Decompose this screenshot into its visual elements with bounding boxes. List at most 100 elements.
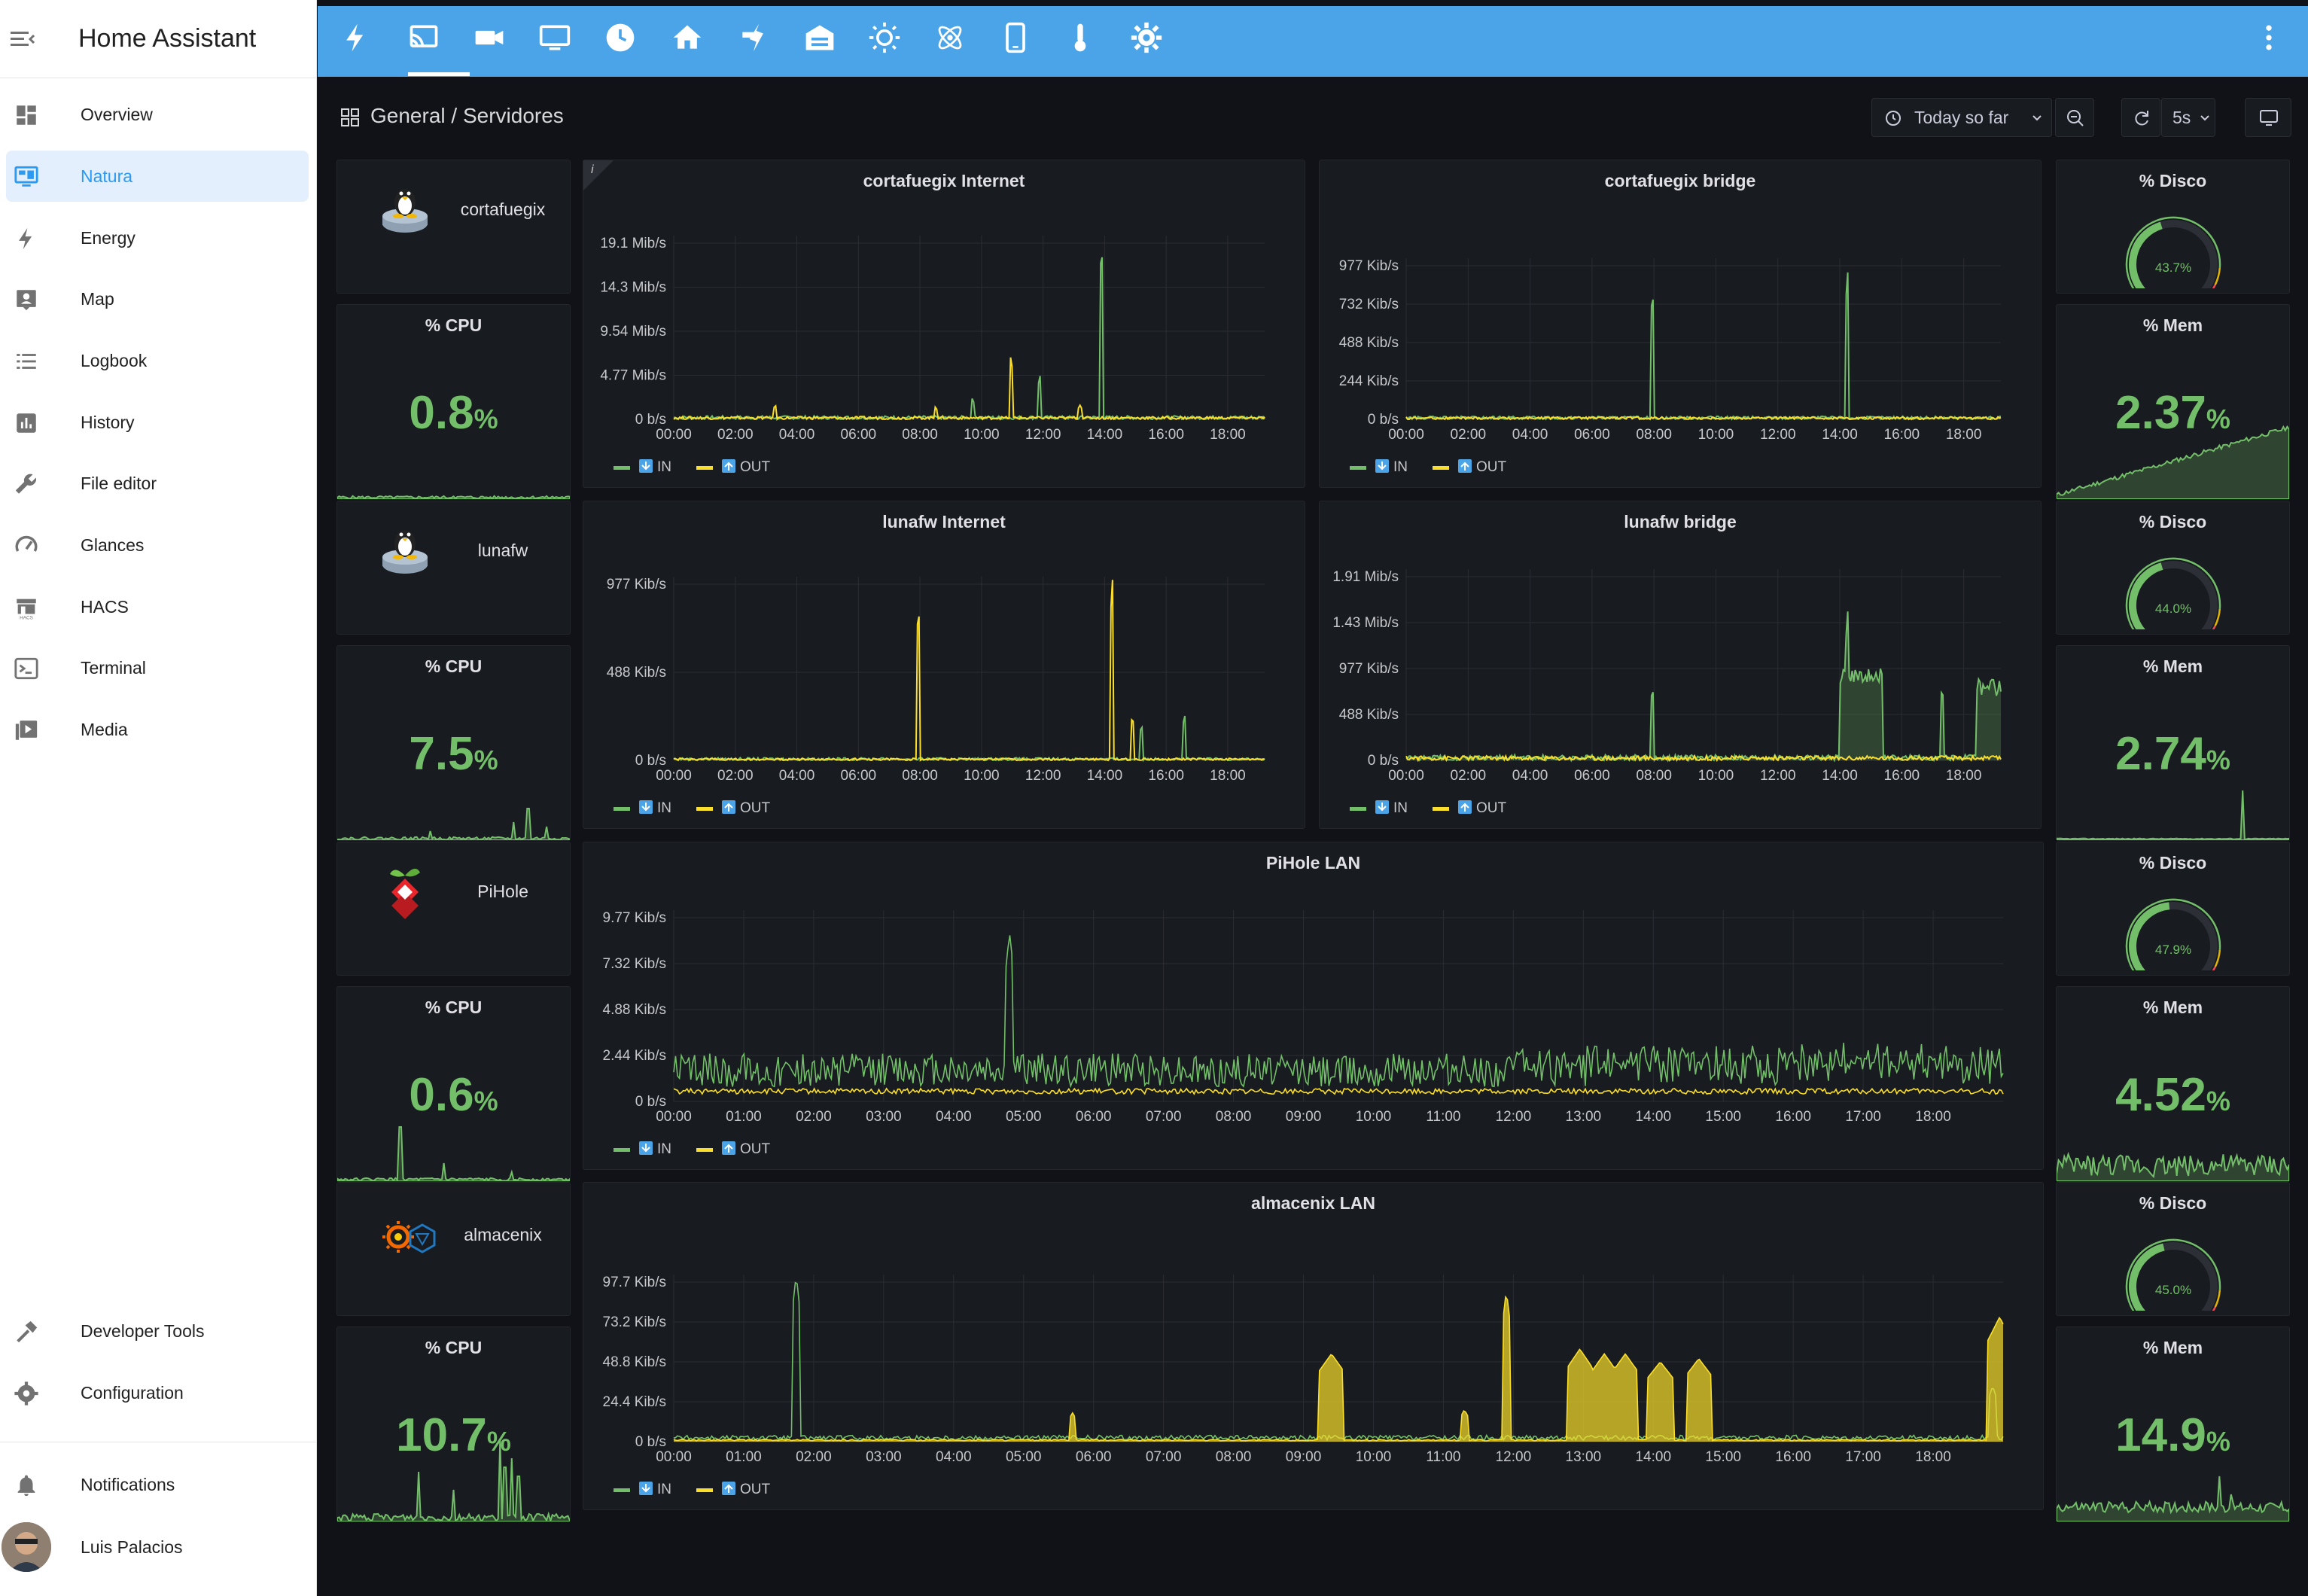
- hacs-store-icon: HACS: [17, 598, 36, 620]
- tux-icon: [382, 189, 428, 233]
- x-tick-label: 12:00: [1496, 1449, 1532, 1465]
- sidebar-item-history[interactable]: History: [0, 397, 317, 448]
- sidebar-item-glances[interactable]: Glances: [0, 519, 317, 571]
- sidebar-item-label: Logbook: [81, 351, 148, 370]
- sidebar-item-logbook[interactable]: Logbook: [0, 335, 317, 386]
- memory-panel: % Mem 14.9%: [2056, 1326, 2290, 1522]
- x-tick-label: 07:00: [1146, 1449, 1182, 1465]
- lightning-icon[interactable]: [340, 21, 373, 54]
- thermometer-icon[interactable]: [1064, 21, 1097, 54]
- sidebar-item-configuration[interactable]: Configuration: [0, 1367, 317, 1418]
- sidebar-item-media[interactable]: Media: [0, 704, 317, 755]
- y-tick-label: 488 Kib/s: [1339, 335, 1399, 351]
- series-line-out: [673, 580, 1265, 762]
- x-tick-label: 16:00: [1148, 768, 1184, 784]
- x-tick-label: 04:00: [1512, 768, 1548, 784]
- refresh-interval-picker[interactable]: 5s: [2161, 98, 2215, 137]
- legend-swatch-out: [696, 1488, 713, 1492]
- y-tick-label: 488 Kib/s: [1339, 707, 1399, 723]
- phone-icon[interactable]: [999, 21, 1032, 54]
- host-panel: cortafuegix: [336, 160, 571, 294]
- cpu-value: 0.8%: [337, 386, 570, 440]
- sidebar-item-terminal[interactable]: Terminal: [0, 642, 317, 693]
- sidebar-item-map[interactable]: Map: [0, 273, 317, 324]
- legend-label-in[interactable]: IN: [1393, 800, 1408, 816]
- grafana-dashboard: General / Servidores Today so far 5s cor…: [318, 77, 2308, 1596]
- clock-icon[interactable]: [604, 21, 637, 54]
- sidebar-item-notifications[interactable]: Notifications: [0, 1459, 317, 1510]
- menu-collapse-icon[interactable]: [11, 30, 35, 48]
- legend-label-out[interactable]: OUT: [740, 1141, 771, 1157]
- garage-icon[interactable]: [803, 21, 836, 54]
- x-tick-label: 18:00: [1946, 427, 1982, 443]
- x-tick-label: 14:00: [1822, 427, 1858, 443]
- y-tick-label: 7.32 Kib/s: [603, 956, 667, 972]
- view-tabs-bar: [318, 6, 2308, 77]
- x-tick-label: 18:00: [1210, 427, 1246, 443]
- cpu-number: 0.6: [409, 1069, 474, 1121]
- legend-label-in[interactable]: IN: [1393, 459, 1408, 475]
- arrow-up-icon: [1458, 459, 1472, 473]
- cpu-sparkline: [337, 495, 570, 499]
- disk-gauge: 47.9%: [2125, 898, 2221, 970]
- legend-swatch-in: [614, 466, 630, 470]
- user-name[interactable]: Luis Palacios: [81, 1537, 183, 1557]
- x-tick-label: 02:00: [1451, 427, 1487, 443]
- disk-gauge-panel: % Disco 44.0%: [2056, 501, 2290, 635]
- zoom-out-button[interactable]: [2055, 98, 2094, 137]
- memory-value: 4.52%: [2057, 1068, 2289, 1122]
- sidebar-item-label: Natura: [81, 166, 133, 186]
- legend-label-in[interactable]: IN: [657, 800, 671, 816]
- arrow-down-icon: [639, 459, 653, 473]
- camera-icon[interactable]: [473, 21, 506, 54]
- legend-label-out[interactable]: OUT: [1476, 459, 1507, 475]
- legend-label-out[interactable]: OUT: [740, 1482, 771, 1497]
- legend-label-out[interactable]: OUT: [740, 800, 771, 816]
- tv-mode-button[interactable]: [2245, 98, 2291, 137]
- sidebar-item-energy[interactable]: Energy: [0, 212, 317, 263]
- monitor-icon[interactable]: [538, 21, 571, 54]
- avatar[interactable]: [2, 1522, 51, 1572]
- chart-svg: 0 b/s 24.4 Kib/s 48.8 Kib/s 73.2 Kib/s 97.7 …: [603, 1275, 2004, 1497]
- sidebar-item-natura[interactable]: Natura: [6, 151, 309, 202]
- speedometer-icon: [15, 535, 38, 552]
- breadcrumb[interactable]: General / Servidores: [340, 104, 564, 128]
- chart-panel: cortafuegix bridge 0 b/s 244 Kib/s 488 Kib/…: [1319, 160, 2042, 488]
- gear-sun-icon[interactable]: [1130, 21, 1163, 54]
- sidebar-item-developer-tools[interactable]: Developer Tools: [0, 1305, 317, 1357]
- info-corner[interactable]: [583, 160, 614, 190]
- breadcrumb-folder[interactable]: General: [370, 104, 446, 127]
- panel-title: % Mem: [2142, 315, 2203, 335]
- y-tick-label: 2.44 Kib/s: [603, 1048, 667, 1064]
- cast-icon[interactable]: [407, 21, 440, 54]
- more-vertical-icon[interactable]: [2252, 21, 2285, 54]
- home-icon[interactable]: [671, 21, 704, 54]
- refresh-button[interactable]: [2121, 98, 2160, 137]
- sun-icon[interactable]: [868, 21, 901, 54]
- y-tick-label: 14.3 Mib/s: [600, 280, 666, 296]
- x-tick-label: 10:00: [1698, 768, 1734, 784]
- x-tick-label: 02:00: [717, 427, 754, 443]
- legend-label-out[interactable]: OUT: [740, 459, 771, 475]
- y-tick-label: 19.1 Mib/s: [600, 236, 666, 251]
- page-title: Servidores: [462, 104, 564, 127]
- y-tick-label: 0 b/s: [635, 412, 666, 428]
- y-tick-label: 9.77 Kib/s: [603, 910, 667, 926]
- x-tick-label: 06:00: [841, 768, 877, 784]
- sidebar-item-overview[interactable]: Overview: [0, 89, 317, 140]
- legend-label-in[interactable]: IN: [657, 459, 671, 475]
- atom-icon[interactable]: [933, 21, 967, 54]
- lightning-icon: [19, 227, 32, 250]
- memory-sparkline: [2057, 1151, 2289, 1181]
- legend-label-in[interactable]: IN: [657, 1482, 671, 1497]
- chart-title: cortafuegix bridge: [1604, 171, 1756, 190]
- plug-icon[interactable]: [737, 21, 770, 54]
- host-name: lunafw: [477, 541, 528, 560]
- x-tick-label: 16:00: [1775, 1109, 1811, 1125]
- sidebar-item-file-editor[interactable]: File editor: [0, 458, 317, 509]
- cpu-unit: %: [486, 1426, 511, 1457]
- legend-label-in[interactable]: IN: [657, 1141, 671, 1157]
- legend-label-out[interactable]: OUT: [1476, 800, 1507, 816]
- sidebar-item-hacs[interactable]: HACS HACS: [0, 581, 317, 632]
- time-range-picker[interactable]: Today so far: [1871, 98, 2052, 137]
